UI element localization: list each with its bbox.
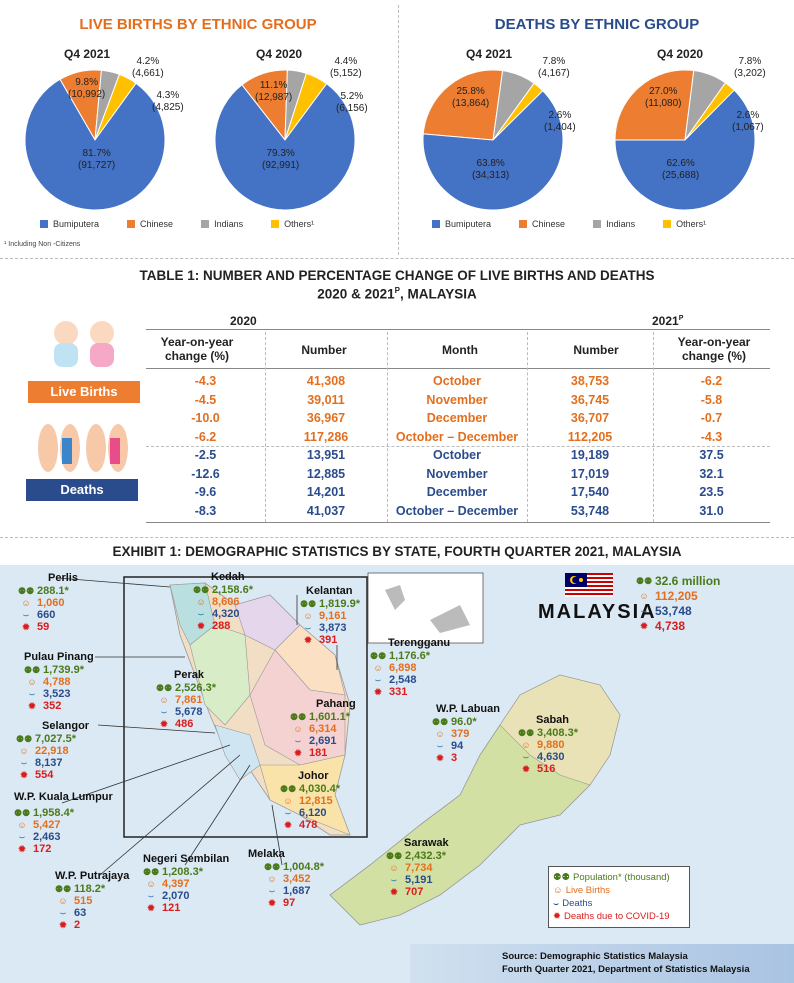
exhibit-title: EXHIBIT 1: DEMOGRAPHIC STATISTICS BY STA… (112, 544, 682, 559)
table-row: -8.3 41,037 October – December 53,748 31.0 (194, 503, 724, 518)
table-rule (146, 368, 770, 369)
pie-label: 11.1% (12,987) (255, 80, 293, 103)
table-col-divider (265, 332, 266, 522)
births-legend: Bumiputera Chinese Indians Others¹ (40, 219, 342, 229)
pie-label: 7.8% (3,202) (734, 56, 766, 79)
pie-slice-bumiputera (422, 90, 564, 211)
table-title-line1: TABLE 1: NUMBER AND PERCENTAGE CHANGE OF… (139, 268, 655, 283)
pie-label: 27.0% (11,080) (645, 86, 682, 109)
state-wp-putrajaya: W.P. Putrajaya ⚉⚉ 118.2* ☺ 515 ⌣ 63 ✹ 2 (55, 870, 130, 931)
section-divider (398, 5, 399, 255)
state-perak: Perak ⚉⚉ 2,526.3* ☺ 7,861 ⌣ 5,678 ✹ 486 (156, 669, 216, 730)
state-perlis: Perlis ⚉⚉ 288.1* ☺ 1,060 ⌣ 660 ✹ 59 (18, 572, 78, 633)
pie-slice-bumiputera (24, 78, 166, 211)
table-row: -2.5 13,951 October 19,189 37.5 (194, 448, 724, 463)
deaths-legend: Bumiputera Chinese Indians Others¹ (432, 219, 734, 229)
table-row: -6.2 117,286 October – December 112,205 -4.3 (194, 429, 723, 444)
state-sabah: Sabah ⚉⚉ 3,408.3* ☺ 9,880 ⌣ 4,630 ✹ 516 (518, 714, 578, 775)
state-pahang: Pahang ⚉⚉ 1,601.1* ☺ 6,314 ⌣ 2,691 ✹ 181 (290, 698, 356, 759)
pie-title-deaths-2020: Q4 2020 (657, 47, 704, 61)
national-stats: ⚉⚉ 32.6 million ☺ 112,205 ⌣ 53,748 ✹ 4,738 (636, 573, 721, 633)
pie-slice-chinese (422, 69, 504, 141)
state-sarawak: Sarawak ⚉⚉ 2,432.3* ☺ 7,734 ⌣ 5,191 ✹ 707 (386, 837, 449, 898)
source-note: Source: Demographic Statistics Malaysia … (410, 944, 794, 983)
header-number-2021: Number (573, 343, 619, 357)
pie-label: 7.8% (4,167) (538, 56, 570, 79)
table-title-line2: 2020 & 2021P, MALAYSIA (317, 286, 477, 302)
pie-label: 5.2% (6,156) (336, 91, 368, 114)
deaths-section-title: DEATHS BY ETHNIC GROUP (494, 16, 700, 33)
footnote: ¹ Including Non -Citizens (4, 241, 81, 248)
table-rule (146, 522, 770, 523)
table-row: -4.5 39,011 November 36,745 -5.8 (194, 392, 723, 407)
table-col-divider (527, 332, 528, 522)
malaysia-map (57, 572, 621, 926)
year-2020: 2020 (230, 314, 257, 328)
state-kedah: Kedah ⚉⚉ 2,158.6* ☺ 8,606 ⌣ 4,320 ✹ 288 (193, 571, 253, 632)
country-label: MALAYSIA (538, 601, 657, 623)
map-legend: ⚉⚉ Population* (thousand) ☺ Live Births ⌣ D… (548, 866, 690, 928)
pie-slice-chinese (614, 69, 695, 141)
baby-icon (54, 321, 114, 367)
divider-2 (0, 537, 794, 538)
live-births-badge: Live Births (28, 381, 140, 403)
pie-title-births-2021: Q4 2021 (64, 47, 111, 61)
pie-label: 4.3% (4,825) (152, 90, 184, 113)
table-col-divider (653, 332, 654, 522)
state-melaka: Melaka ⚉⚉ 1,004.8* ☺ 3,452 ⌣ 1,687 ✹ 97 (248, 848, 324, 909)
table-col-divider (387, 332, 388, 522)
state-selangor: Selangor ⚉⚉ 7,027.5* ☺ 22,918 ⌣ 8,137 ✹ 554 (16, 720, 90, 781)
pie-label: 81.7% (91,727) (78, 148, 116, 171)
divider-1 (0, 258, 794, 259)
feet-icon (38, 424, 128, 472)
pie-label: 4.4% (5,152) (330, 56, 362, 79)
state-wp-kuala-lumpur: W.P. Kuala Lumpur ⚉⚉ 1,958.4* ☺ 5,427 ⌣ 2,4… (14, 791, 113, 855)
pie-title-births-2020: Q4 2020 (256, 47, 303, 61)
table-row: -9.6 14,201 December 17,540 23.5 (194, 485, 724, 500)
pie-charts (24, 69, 756, 211)
state-pulau-pinang: Pulau Pinang ⚉⚉ 1,739.9* ☺ 4,788 ⌣ 3,523 ✹ 3… (24, 651, 94, 712)
pie-slice-bumiputera (214, 83, 356, 211)
header-month: Month (442, 343, 478, 357)
table-row: -4.3 41,308 October 38,753 -6.2 (194, 374, 723, 389)
pie-label: 62.6% (25,688) (662, 158, 700, 181)
births-deaths-table: -4.3 41,308 October 38,753 -6.2 -4.5 39,011 No… (146, 372, 770, 520)
header-number-2020: Number (301, 343, 347, 357)
pie-slice-bumiputera (614, 89, 756, 211)
header-yoy-2020: Year-on-year change (%) (160, 335, 234, 363)
table-rule (146, 329, 770, 330)
pie-label: 9.8% (10,992) (68, 77, 106, 100)
table-row: -10.0 36,967 December 36,707 -0.7 (191, 411, 723, 426)
pie-title-deaths-2021: Q4 2021 (466, 47, 513, 61)
table-row-divider (146, 446, 770, 447)
pie-label: 2.6% (1,067) (732, 110, 764, 133)
state-wp-labuan: W.P. Labuan ⚉⚉ 96.0* ☺ 379 ⌣ 94 ✹ 3 (432, 703, 500, 764)
births-section-title: LIVE BIRTHS BY ETHNIC GROUP (79, 16, 317, 33)
pie-label: 79.3% (92,991) (262, 148, 300, 171)
state-johor: Johor ⚉⚉ 4,030.4* ☺ 12,815 ⌣ 6,120 ✹ 478 (280, 770, 340, 831)
pie-label: 2.6% (1,404) (544, 110, 576, 133)
year-2021: 2021P (652, 314, 684, 328)
pie-label: 25.8% (13,864) (452, 86, 490, 109)
header-yoy-2021: Year-on-year change (%) (677, 335, 751, 363)
pie-label: 63.8% (34,313) (472, 158, 510, 181)
pie-label: 4.2% (4,661) (132, 56, 164, 79)
deaths-badge: Deaths (26, 479, 138, 501)
state-negeri-sembilan: Negeri Sembilan ⚉⚉ 1,208.3* ☺ 4,397 ⌣ 2,070… (143, 853, 230, 914)
table-row: -12.6 12,885 November 17,019 32.1 (191, 466, 724, 481)
state-terengganu: Terengganu ⚉⚉ 1,176.6* ☺ 6,898 ⌣ 2,548 ✹ 331 (370, 637, 451, 698)
state-kelantan: Kelantan ⚉⚉ 1,819.9* ☺ 9,161 ⌣ 3,873 ✹ 391 (300, 585, 360, 646)
